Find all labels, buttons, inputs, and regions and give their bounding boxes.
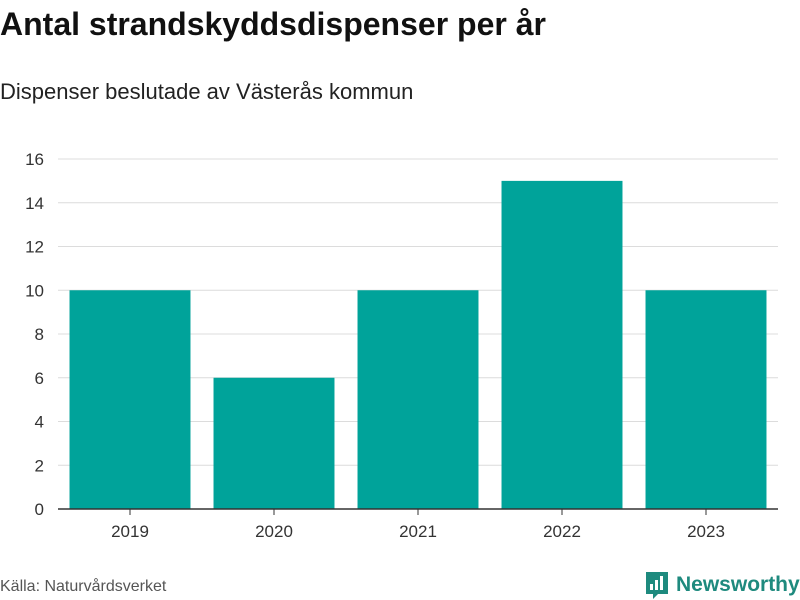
x-tick-label: 2023 [687,522,725,541]
bar-2019 [69,290,191,509]
chart-subtitle: Dispenser beslutade av Västerås kommun [0,79,414,104]
y-tick-label: 16 [25,150,44,169]
bar-2020 [213,377,335,509]
x-tick-label: 2021 [399,522,437,541]
y-tick-label: 2 [35,456,44,475]
bar-2023 [645,290,767,509]
chart-title: Antal strandskyddsdispenser per år [0,6,546,42]
y-tick-label: 14 [25,194,44,213]
y-tick-label: 10 [25,281,44,300]
x-tick-label: 2022 [543,522,581,541]
newsworthy-logo-icon [646,572,668,599]
y-tick-label: 12 [25,238,44,257]
x-tick-label: 2020 [255,522,293,541]
y-tick-label: 6 [35,369,44,388]
brand-logo: Newsworthy [644,570,800,600]
y-tick-label: 0 [35,500,44,519]
y-tick-label: 4 [35,413,44,432]
brand-name: Newsworthy [676,573,800,596]
bar-2021 [357,290,479,509]
source-note: Källa: Naturvårdsverket [0,578,167,595]
x-tick-label: 2019 [111,522,149,541]
bar-2022 [501,180,623,509]
y-tick-label: 8 [35,325,44,344]
